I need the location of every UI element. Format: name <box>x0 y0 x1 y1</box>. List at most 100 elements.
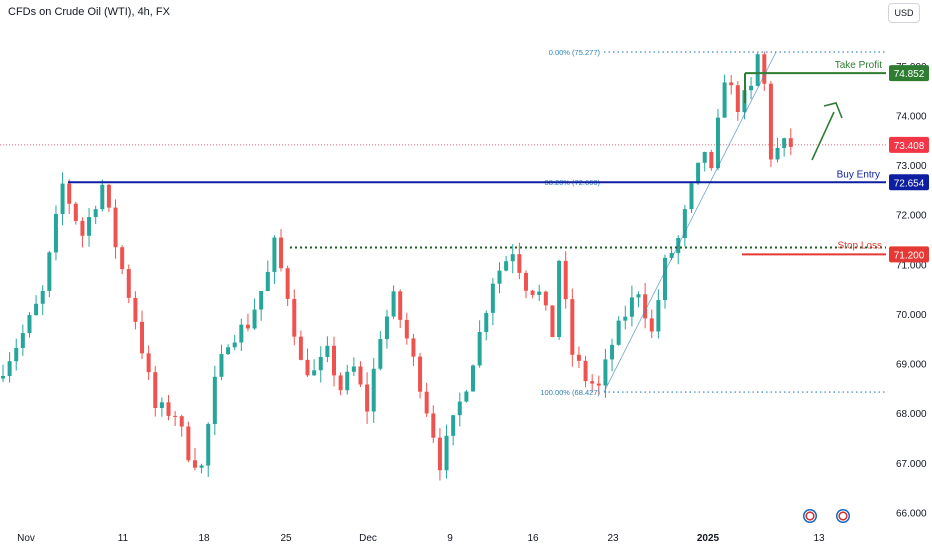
candles <box>1 51 793 481</box>
candle-body <box>431 413 436 438</box>
stop-loss-label: Stop Loss <box>838 240 882 251</box>
candle-body <box>325 345 330 357</box>
candle-body <box>629 297 634 317</box>
currency-button[interactable]: USD <box>888 3 920 23</box>
candle-body <box>120 247 125 270</box>
candle-body <box>729 82 734 86</box>
candle-body <box>656 300 661 332</box>
candle-body <box>464 391 469 402</box>
y-tick-label: 72.000 <box>896 211 927 222</box>
candle-body <box>219 354 224 377</box>
candle-body <box>146 353 151 373</box>
candle-body <box>239 324 244 343</box>
candle-body <box>636 294 641 298</box>
candle-body <box>371 368 376 412</box>
candle-body <box>179 416 184 427</box>
candle-body <box>471 365 476 392</box>
candle-body <box>292 298 297 337</box>
candle-body <box>682 209 687 238</box>
candle-body <box>192 460 197 468</box>
candle-body <box>411 338 416 357</box>
candle-body <box>583 360 588 382</box>
candle-body <box>557 260 562 338</box>
candle-body <box>444 435 449 471</box>
x-axis: Nov 11 18 25 Dec 9 16 23 2025 13 <box>17 533 825 544</box>
candle-body <box>245 324 250 329</box>
candle-body <box>133 297 138 322</box>
x-tick-label: 16 <box>527 533 539 544</box>
candle-body <box>166 402 171 416</box>
candle-body <box>722 82 727 118</box>
us-flag-icon[interactable] <box>803 509 817 523</box>
candle-body <box>669 253 674 258</box>
fib-level-label: 100.00% (68.427) <box>540 388 600 397</box>
trend-arrow-icon <box>811 111 835 161</box>
us-flag-icon[interactable] <box>836 509 850 523</box>
candle-body <box>788 138 793 147</box>
candle-body <box>550 305 555 338</box>
candle-body <box>298 336 303 360</box>
y-tick-label: 66.000 <box>896 509 927 520</box>
candle-body <box>484 312 489 333</box>
candle-body <box>40 290 45 304</box>
fib-trend-line <box>603 51 777 393</box>
candle-body <box>60 183 65 214</box>
candle-body <box>199 465 204 468</box>
candle-body <box>14 347 19 362</box>
take-profit-price-tag-bg <box>889 65 929 82</box>
candle-body <box>318 356 323 371</box>
candle-body <box>782 138 787 148</box>
stop-loss-price-tag: 71.200 <box>894 250 925 261</box>
candle-body <box>404 319 409 339</box>
y-tick-label: 74.000 <box>896 111 927 122</box>
candle-body <box>186 426 191 461</box>
candle-body <box>378 339 383 369</box>
y-axis: 66.000 67.000 68.000 69.000 70.000 71.000 72.0… <box>889 62 929 520</box>
chart-title: CFDs on Crude Oil (WTI), 4h, FX <box>8 6 170 18</box>
candle-body <box>576 354 581 361</box>
candle-body <box>173 415 178 417</box>
x-tick-label: Nov <box>17 533 35 544</box>
candle-body <box>1 376 5 379</box>
candle-body <box>649 318 654 332</box>
candle-body <box>358 366 363 385</box>
buy-entry-price-tag: 72.654 <box>894 178 925 189</box>
candle-body <box>709 151 714 169</box>
candle-body <box>437 437 442 471</box>
x-tick-label: Dec <box>359 533 377 544</box>
candle-body <box>497 270 502 284</box>
candle-body <box>510 254 515 262</box>
candle-body <box>34 303 39 316</box>
take-profit-label: Take Profit <box>835 60 882 71</box>
x-tick-label: 2025 <box>697 533 720 544</box>
candle-body <box>73 203 78 221</box>
y-tick-label: 67.000 <box>896 459 927 470</box>
candle-body <box>259 291 264 310</box>
candle-body <box>563 260 568 300</box>
candle-body <box>749 85 754 91</box>
candle-body <box>159 402 164 408</box>
candle-body <box>530 290 535 295</box>
candle-body <box>53 213 58 253</box>
y-tick-label: 71.000 <box>896 260 927 271</box>
candle-body <box>384 316 389 340</box>
candle-body <box>226 347 231 355</box>
candle-body <box>715 117 720 169</box>
y-tick-label: 73.000 <box>896 161 927 172</box>
x-tick-label: 23 <box>607 533 619 544</box>
candle-body <box>365 384 370 412</box>
candle-body <box>398 291 403 320</box>
candle-body <box>663 257 667 301</box>
candle-body <box>590 381 595 384</box>
candle-body <box>27 315 32 334</box>
candle-body <box>312 370 317 376</box>
candle-body <box>735 85 740 112</box>
candle-body <box>87 217 92 236</box>
current-price-tag: 73.408 <box>894 141 925 152</box>
candle-body <box>418 356 423 392</box>
candle-body <box>206 424 211 466</box>
candle-body <box>610 344 615 360</box>
candle-body <box>391 291 396 317</box>
candle-body <box>616 320 621 345</box>
